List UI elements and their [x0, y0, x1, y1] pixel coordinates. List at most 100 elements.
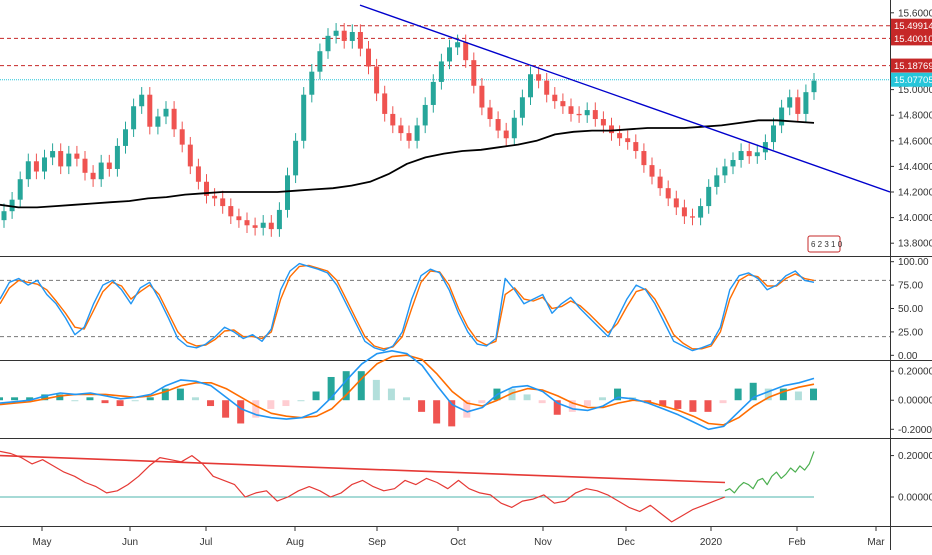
candle-up: [42, 157, 47, 172]
macd-histogram-bar: [478, 400, 486, 404]
candle-up: [325, 35, 331, 52]
candle-down: [463, 42, 469, 61]
candle-down: [341, 30, 347, 41]
rs-y-label: 0.20000: [898, 451, 932, 462]
candle-up: [754, 152, 760, 157]
macd-signal-line: [0, 354, 815, 426]
macd-histogram-bar: [508, 388, 516, 401]
candle-down: [568, 106, 574, 114]
candle-down: [58, 151, 64, 167]
rs-y-label: 0.00000: [898, 493, 932, 504]
candle-up: [66, 153, 72, 167]
candle-down: [195, 166, 201, 182]
macd-histogram-bar: [568, 400, 576, 412]
candle-up: [528, 74, 533, 98]
candle-up: [139, 94, 145, 107]
candle-up: [722, 166, 728, 176]
candle-down: [204, 181, 209, 196]
candle-down: [673, 198, 679, 208]
y-tick-label: 14.00000: [898, 213, 932, 224]
macd-histogram-bar: [463, 400, 471, 418]
candle-up: [9, 199, 15, 212]
moving-average-line: [0, 119, 815, 209]
candle-down: [544, 80, 550, 95]
macd-histogram-bar: [794, 391, 802, 401]
x-tick-label: Jul: [200, 537, 213, 548]
level-badge: [891, 58, 932, 73]
x-tick-label: Jun: [122, 537, 138, 548]
candle-down: [390, 113, 396, 126]
macd-histogram-bar: [327, 376, 335, 401]
candle-down: [617, 133, 623, 139]
x-tick-label: Aug: [286, 537, 304, 548]
macd-y-label: 0.20000: [898, 367, 932, 378]
candle-up: [1, 211, 7, 221]
y-tick-label: 14.80000: [898, 111, 932, 122]
macd-histogram-bar: [704, 400, 712, 412]
x-tick-label: Mar: [867, 537, 885, 548]
macd-histogram-bar: [282, 400, 290, 407]
macd-histogram-bar: [101, 400, 109, 404]
candle-down: [33, 161, 39, 172]
candle-up: [511, 117, 517, 139]
y-tick-label: 14.20000: [898, 188, 932, 199]
candle-down: [649, 165, 655, 177]
candle-up: [98, 162, 104, 180]
macd-y-label: -0.20000: [898, 425, 932, 436]
candle-down: [82, 158, 88, 173]
x-tick-label: 2020: [700, 537, 723, 548]
macd-histogram-bar: [41, 394, 49, 401]
candle-down: [592, 110, 598, 120]
macd-histogram-bar: [749, 382, 757, 401]
x-tick-label: Sep: [368, 537, 386, 548]
candle-down: [398, 125, 404, 134]
candle-down: [536, 74, 542, 81]
candle-up: [706, 186, 712, 207]
candle-up: [779, 107, 785, 126]
rs-trend-line: [0, 454, 726, 484]
macd-histogram-bar: [297, 400, 305, 402]
candle-up: [285, 175, 290, 210]
macd-histogram-bar: [0, 397, 3, 401]
events-badge-label: 6 2 3 1 0: [811, 240, 843, 249]
candle-down: [690, 216, 695, 218]
last-price-label: 15.07705: [894, 75, 932, 86]
y-tick-label: 14.40000: [898, 162, 932, 173]
macd-histogram-bar: [719, 400, 727, 404]
candle-down: [228, 206, 234, 217]
candle-up: [25, 161, 31, 180]
candle-up: [811, 80, 817, 93]
macd-histogram-bar: [176, 388, 184, 401]
candle-down: [171, 108, 177, 130]
candle-down: [479, 85, 485, 108]
macd-histogram-bar: [71, 400, 79, 402]
macd-histogram-bar: [252, 400, 260, 418]
rs-green-line: [724, 451, 815, 494]
level-badge-label: 15.18769: [894, 61, 932, 72]
macd-histogram-bar: [86, 397, 94, 401]
candle-up: [349, 32, 355, 41]
macd-histogram-bar: [734, 388, 742, 401]
events-badge: [807, 235, 841, 253]
candle-up: [317, 51, 323, 72]
macd-histogram-bar: [267, 400, 275, 409]
candle-down: [552, 94, 558, 102]
macd-y-label: 0.00000: [898, 396, 932, 407]
candle-up: [771, 125, 776, 143]
stoch-k-line: [0, 262, 815, 352]
rs-red-line: [0, 450, 726, 523]
candle-down: [90, 172, 96, 180]
candle-down: [657, 176, 663, 189]
x-tick-label: Feb: [788, 537, 806, 548]
candle-down: [252, 225, 258, 228]
candle-up: [131, 106, 137, 130]
candle-up: [787, 97, 793, 108]
candle-down: [503, 130, 509, 139]
macd-histogram-bar: [614, 388, 622, 401]
macd-histogram-bar: [583, 400, 591, 407]
candle-up: [50, 151, 56, 158]
trendline: [359, 4, 891, 193]
candle-up: [414, 125, 420, 141]
macd-histogram-bar: [26, 397, 34, 401]
